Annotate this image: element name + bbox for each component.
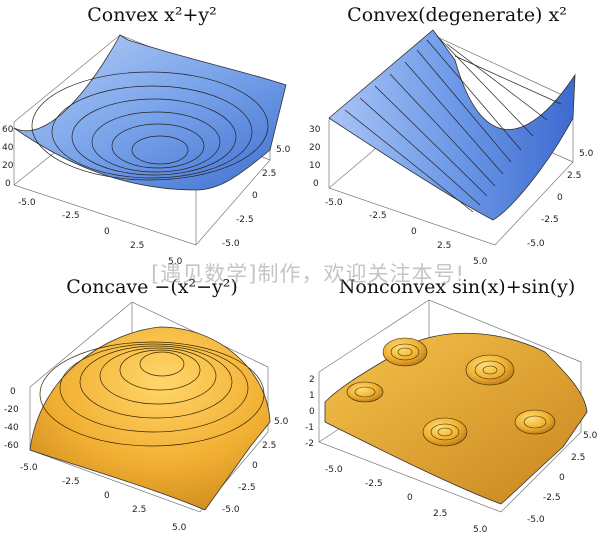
panel-title: Nonconvex sin(x)+sin(y) bbox=[338, 276, 576, 298]
tick-label: -5.0 bbox=[325, 465, 343, 475]
tick-label: 5.0 bbox=[168, 257, 183, 267]
y-axis-ticks: 5.0 2.5 0 -2.5 -5.0 bbox=[527, 431, 598, 525]
tick-label: -40 bbox=[4, 423, 19, 433]
z-axis-ticks: 0 -20 -40 -60 bbox=[4, 387, 19, 451]
tick-label: 5.0 bbox=[172, 523, 187, 533]
surface-plot-nonconvex: 2 1 0 -1 -2 -5.0 -2.5 0 2.5 5.0 5.0 2.5 … bbox=[305, 299, 598, 535]
tick-label: 0 bbox=[252, 191, 258, 201]
tick-label: -5.0 bbox=[527, 515, 545, 525]
panel-nonconvex: Nonconvex sin(x)+sin(y) bbox=[305, 272, 609, 543]
panel-concave: Concave −(x²−y²) 0 -20 -40 bbox=[0, 272, 304, 543]
surface bbox=[13, 34, 287, 191]
tick-label: -2.5 bbox=[369, 211, 387, 221]
tick-label: 20 bbox=[2, 161, 14, 171]
panel-title: Convex x²+y² bbox=[87, 4, 217, 26]
tick-label: 20 bbox=[309, 143, 321, 153]
tick-label: 0 bbox=[407, 493, 413, 503]
contour-lines bbox=[31, 71, 269, 181]
tick-label: 60 bbox=[2, 125, 14, 135]
tick-label: 0 bbox=[10, 387, 16, 397]
tick-label: -2.5 bbox=[365, 479, 383, 489]
tick-label: 0 bbox=[557, 193, 563, 203]
tick-label: -2.5 bbox=[543, 493, 561, 503]
tick-label: -2 bbox=[305, 439, 314, 449]
tick-label: 2.5 bbox=[132, 505, 146, 515]
panel-convex: Convex x²+y² 60 bbox=[0, 0, 304, 271]
contour-lines bbox=[344, 35, 562, 213]
tick-label: 2.5 bbox=[433, 509, 447, 519]
panel-title: Concave −(x²−y²) bbox=[66, 276, 238, 298]
z-axis-ticks: 30 20 10 0 bbox=[309, 125, 321, 189]
tick-label: 0 bbox=[309, 407, 315, 417]
tick-label: -2.5 bbox=[62, 477, 80, 487]
surface bbox=[29, 326, 271, 511]
surface-plot-concave: 0 -20 -40 -60 -5.0 -2.5 0 2.5 5.0 5.0 2.… bbox=[4, 301, 289, 533]
tick-label: -5.0 bbox=[18, 198, 36, 208]
tick-label: 5.0 bbox=[276, 145, 291, 155]
surface-plot-degenerate: 30 20 10 0 -5.0 -2.5 0 2.5 5.0 5.0 2.5 0… bbox=[309, 29, 594, 267]
tick-label: -2.5 bbox=[62, 211, 80, 221]
tick-label: -20 bbox=[4, 405, 19, 415]
tick-label: -1 bbox=[305, 423, 314, 433]
tick-label: -5.0 bbox=[20, 463, 38, 473]
tick-label: 5.0 bbox=[583, 431, 598, 441]
x-axis-ticks: -5.0 -2.5 0 2.5 5.0 bbox=[325, 198, 488, 267]
tick-label: -5.0 bbox=[325, 198, 343, 208]
tick-label: 0 bbox=[313, 179, 319, 189]
tick-label: 40 bbox=[2, 143, 14, 153]
tick-label: 2.5 bbox=[130, 241, 144, 251]
tick-label: 2.5 bbox=[262, 169, 276, 179]
tick-label: 0 bbox=[559, 473, 565, 483]
tick-label: -5.0 bbox=[222, 239, 240, 249]
tick-label: 2 bbox=[309, 375, 315, 385]
tick-label: 2.5 bbox=[571, 453, 585, 463]
tick-label: 0 bbox=[5, 179, 11, 189]
tick-label: -2.5 bbox=[236, 215, 254, 225]
tick-label: 2.5 bbox=[262, 441, 276, 451]
surface-plot-convex: 60 40 20 0 -5.0 -2.5 0 2.5 5.0 5.0 2.5 0… bbox=[2, 34, 291, 267]
tick-label: 5.0 bbox=[274, 417, 289, 427]
z-axis-ticks: 2 1 0 -1 -2 bbox=[305, 375, 315, 449]
tick-label: -2.5 bbox=[238, 483, 256, 493]
tick-label: 5.0 bbox=[473, 525, 488, 535]
tick-label: -60 bbox=[4, 441, 19, 451]
tick-label: 10 bbox=[309, 161, 321, 171]
tick-label: -2.5 bbox=[541, 215, 559, 225]
z-axis-ticks: 60 40 20 0 bbox=[2, 125, 14, 189]
x-axis-ticks: -5.0 -2.5 0 2.5 5.0 bbox=[20, 463, 187, 533]
surface bbox=[328, 29, 576, 221]
tick-label: 5.0 bbox=[579, 149, 594, 159]
tick-label: 5.0 bbox=[473, 257, 488, 267]
y-axis-ticks: 5.0 2.5 0 -2.5 -5.0 bbox=[222, 417, 289, 515]
x-axis-ticks: -5.0 -2.5 0 2.5 5.0 bbox=[18, 198, 183, 267]
y-axis-ticks: 5.0 2.5 0 -2.5 -5.0 bbox=[222, 145, 291, 249]
tick-label: 30 bbox=[309, 125, 321, 135]
tick-label: 0 bbox=[411, 227, 417, 237]
x-axis-ticks: -5.0 -2.5 0 2.5 5.0 bbox=[325, 465, 488, 535]
panel-title: Convex(degenerate) x² bbox=[347, 4, 567, 26]
tick-label: 0 bbox=[104, 227, 110, 237]
contour-lines bbox=[39, 341, 265, 447]
y-axis-ticks: 5.0 2.5 0 -2.5 -5.0 bbox=[527, 149, 594, 249]
tick-label: -5.0 bbox=[222, 505, 240, 515]
bumps bbox=[346, 337, 556, 447]
tick-label: 2.5 bbox=[567, 171, 581, 181]
tick-label: 0 bbox=[252, 461, 258, 471]
tick-label: 0 bbox=[104, 491, 110, 501]
tick-label: 1 bbox=[309, 391, 315, 401]
tick-label: 2.5 bbox=[437, 241, 451, 251]
tick-label: -5.0 bbox=[527, 239, 545, 249]
panel-convex-degenerate: Convex(degenerate) x² bbox=[305, 0, 609, 271]
